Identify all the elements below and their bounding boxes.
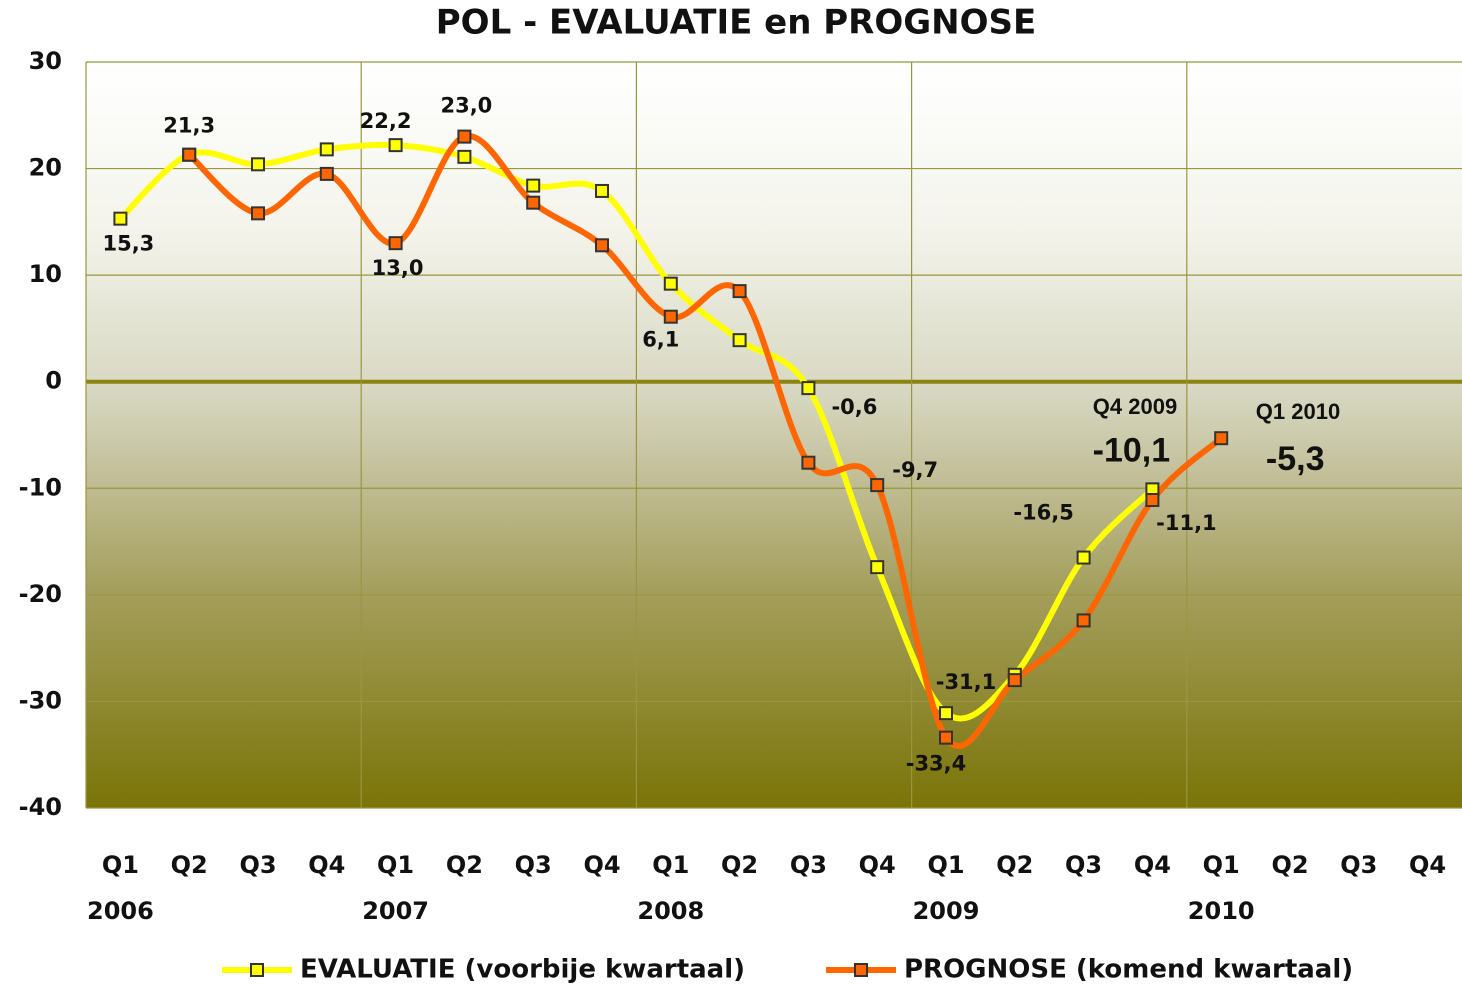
- y-tick-label: 30: [29, 47, 62, 75]
- x-tick-label: Q1: [377, 851, 414, 879]
- x-tick-label: Q4: [583, 851, 620, 879]
- marker: [319, 166, 334, 181]
- x-tick-label: Q1: [927, 851, 964, 879]
- x-tick-label: Q2: [721, 851, 758, 879]
- data-label: -11,1: [1156, 511, 1217, 535]
- marker: [388, 138, 403, 153]
- annotation: Q1 2010: [1256, 399, 1340, 424]
- marker: [1076, 550, 1091, 565]
- data-label: -10,1: [1093, 431, 1171, 469]
- year-label: 2010: [1188, 897, 1255, 925]
- year-label: 2009: [913, 897, 980, 925]
- marker: [939, 706, 953, 721]
- marker: [801, 455, 816, 470]
- marker: [113, 211, 128, 226]
- marker: [388, 236, 403, 251]
- legend-marker: [250, 963, 264, 977]
- marker: [663, 309, 678, 324]
- data-label: -31,1: [936, 670, 997, 694]
- data-label: 23,0: [440, 94, 492, 118]
- x-tick-label: Q3: [1065, 851, 1102, 879]
- x-tick-label: Q1: [102, 851, 139, 879]
- y-tick-label: -20: [19, 580, 62, 608]
- marker: [870, 478, 885, 493]
- marker: [526, 195, 541, 210]
- marker: [663, 276, 678, 291]
- legend-marker: [854, 963, 868, 977]
- x-tick-label: Q1: [652, 851, 689, 879]
- data-label: 21,3: [163, 114, 215, 138]
- y-tick-label: 20: [29, 154, 62, 182]
- y-tick-label: -10: [19, 473, 62, 501]
- marker: [1214, 431, 1229, 446]
- x-tick-label: Q4: [1134, 851, 1171, 879]
- marker: [595, 183, 609, 198]
- marker: [182, 147, 197, 162]
- x-tick-label: Q2: [996, 851, 1033, 879]
- year-label: 2006: [87, 897, 154, 925]
- x-tick-label: Q3: [790, 851, 827, 879]
- x-tick-label: Q3: [515, 851, 552, 879]
- data-label: -9,7: [892, 458, 938, 482]
- data-label: 15,3: [102, 232, 154, 256]
- x-tick-label: Q4: [859, 851, 896, 879]
- x-tick-label: Q2: [446, 851, 483, 879]
- marker: [595, 238, 609, 253]
- marker: [732, 284, 747, 299]
- marker: [801, 381, 816, 396]
- y-tick-label: 0: [45, 367, 62, 395]
- x-tick-label: Q3: [1340, 851, 1377, 879]
- marker: [870, 560, 885, 575]
- marker: [1145, 493, 1160, 508]
- data-label: 13,0: [372, 256, 424, 280]
- year-label: 2008: [637, 897, 704, 925]
- marker: [251, 157, 265, 172]
- y-tick-label: 10: [29, 260, 62, 288]
- data-label: -33,4: [906, 752, 967, 776]
- legend-label: EVALUATIE (voorbije kwartaal): [300, 955, 745, 985]
- plot-area: [86, 62, 1462, 808]
- data-label: -5,3: [1266, 440, 1325, 478]
- x-tick-label: Q4: [1409, 851, 1446, 879]
- marker: [939, 730, 953, 745]
- marker: [732, 333, 747, 348]
- data-label: 6,1: [642, 328, 679, 352]
- x-tick-label: Q2: [1271, 851, 1308, 879]
- year-label: 2007: [362, 897, 429, 925]
- marker: [457, 149, 472, 164]
- marker: [319, 142, 334, 157]
- data-label: 22,2: [360, 109, 412, 133]
- y-tick-label: -40: [19, 793, 62, 821]
- x-tick-label: Q1: [1203, 851, 1240, 879]
- marker: [251, 206, 265, 221]
- x-tick-label: Q4: [308, 851, 345, 879]
- y-tick-label: -30: [19, 686, 62, 714]
- data-label: -16,5: [1013, 501, 1074, 525]
- chart-title: POL - EVALUATIE en PROGNOSE: [436, 3, 1037, 43]
- marker: [1007, 673, 1022, 688]
- annotation: Q4 2009: [1093, 394, 1177, 419]
- data-label: -0,6: [831, 395, 877, 419]
- marker: [1076, 613, 1091, 628]
- marker: [526, 178, 541, 193]
- x-tick-label: Q3: [239, 851, 276, 879]
- legend-label: PROGNOSE (komend kwartaal): [904, 955, 1353, 985]
- marker: [457, 129, 472, 144]
- x-tick-label: Q2: [171, 851, 208, 879]
